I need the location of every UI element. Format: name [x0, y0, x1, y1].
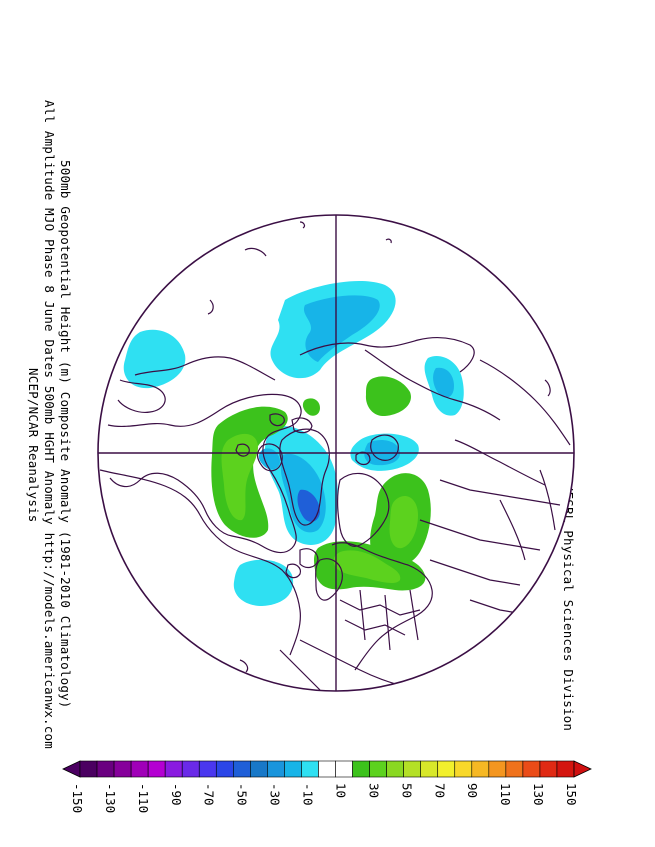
colorbar-cell	[147, 760, 166, 778]
colorbar-cell	[403, 760, 421, 778]
pos-anomaly-alaska	[302, 398, 320, 416]
colorbar-cell	[250, 760, 268, 778]
colorbar-tick-label: -130	[103, 783, 118, 813]
colorbar-tick-label: -50	[235, 783, 250, 806]
colorbar-tick-label: 30	[366, 783, 381, 798]
colorbar-tick-label: 50	[399, 783, 414, 798]
colorbar-over-arrow	[573, 760, 592, 778]
colorbar-tick-label: -90	[169, 783, 184, 806]
colorbar-cell	[318, 760, 336, 778]
map-content	[98, 215, 574, 691]
colorbar-tick-label: 110	[498, 783, 513, 806]
neg-anomaly-north-pacific-arctic-core	[303, 295, 380, 362]
pos-anomaly-laptev	[365, 376, 411, 417]
colorbar-tick-label: -110	[136, 783, 151, 813]
colorbar-cell	[420, 760, 439, 778]
colorbar-cell	[539, 760, 558, 778]
neg-anomaly-greenland-atlantic-core2	[297, 489, 320, 522]
colorbar-cell	[284, 760, 302, 778]
colorbar-tick-label: -70	[202, 783, 217, 806]
colorbar-cell	[471, 760, 490, 778]
colorbar-cell	[386, 760, 404, 778]
positive-anomaly-fields	[211, 376, 431, 591]
colorbar-labels: -150 -130 -110 -90 -70 -50 -30 -10 10 30 50 70 90 110…	[70, 783, 579, 813]
neg-anomaly-siberia-core	[433, 367, 454, 398]
colorbar-cells	[62, 760, 592, 778]
colorbar-tick-label: -30	[268, 783, 283, 806]
colorbar-cell	[130, 760, 149, 778]
colorbar-tick-label: -10	[301, 783, 316, 806]
colorbar-cell	[181, 760, 200, 778]
colorbar-cell	[369, 760, 387, 778]
colorbar-cell	[198, 760, 217, 778]
colorbar-under-arrow	[62, 760, 81, 778]
colorbar-tick-label: -150	[70, 783, 85, 813]
neg-anomaly-atlantic-south	[233, 559, 294, 606]
colorbar-tick-label: 70	[432, 783, 447, 798]
pos-anomaly-north-canada-core	[221, 433, 258, 521]
colorbar-cell	[488, 760, 507, 778]
colorbar-cell	[437, 760, 456, 778]
globe-outline	[97, 214, 575, 692]
colorbar-tick-label: 90	[465, 783, 480, 798]
colorbar-cell	[233, 760, 251, 778]
colorbar-cell	[164, 760, 183, 778]
colorbar-cell	[267, 760, 285, 778]
colorbar-cell	[352, 760, 370, 778]
colorbar-cell	[556, 760, 575, 778]
colorbar-cell	[79, 760, 98, 778]
pos-anomaly-europe-core	[333, 550, 401, 584]
colorbar-tick-label: 10	[333, 783, 348, 798]
pos-anomaly-russia-core	[389, 495, 418, 549]
colorbar-tick-label: 130	[531, 783, 546, 806]
colorbar-cell	[335, 760, 353, 778]
colorbar-cell	[505, 760, 524, 778]
colorbar-cell	[454, 760, 473, 778]
colorbar-cell	[113, 760, 132, 778]
colorbar-tick-label: 150	[564, 783, 579, 806]
colorbar-cell	[215, 760, 234, 778]
colorbar-cell	[96, 760, 115, 778]
colorbar-cell	[522, 760, 541, 778]
colorbar-cell	[301, 760, 319, 778]
